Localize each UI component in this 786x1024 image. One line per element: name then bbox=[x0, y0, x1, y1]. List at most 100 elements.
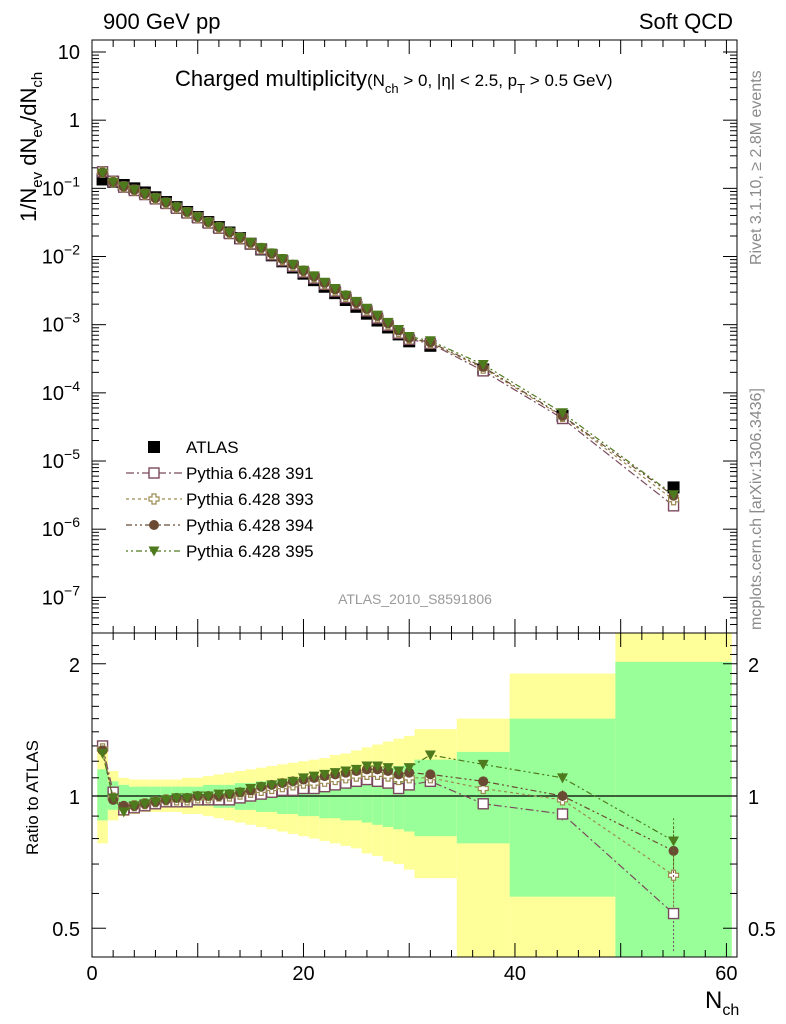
band-inner bbox=[118, 784, 130, 806]
data-point bbox=[287, 259, 299, 270]
band-inner bbox=[287, 779, 299, 814]
band-inner bbox=[139, 786, 151, 804]
band-inner bbox=[403, 764, 415, 832]
ratio-point bbox=[668, 836, 680, 847]
ratio-point bbox=[97, 748, 109, 759]
ratio-point bbox=[329, 768, 341, 779]
band-inner bbox=[340, 774, 352, 821]
data-point bbox=[266, 248, 278, 259]
band-inner bbox=[298, 777, 309, 817]
data-point bbox=[424, 336, 436, 347]
x-axis-title: Nch bbox=[705, 987, 739, 1019]
band-inner bbox=[150, 786, 161, 804]
analysis-tag: ATLAS_2010_S8591806 bbox=[338, 591, 492, 607]
data-point bbox=[382, 317, 394, 328]
ratio-point bbox=[213, 789, 225, 800]
legend-marker-atlas bbox=[148, 441, 160, 453]
mcplots-label: mcplots.cern.ch [arXiv:1306.3436] bbox=[748, 388, 765, 630]
data-point bbox=[234, 233, 246, 244]
ratio-point bbox=[171, 793, 183, 804]
band-inner bbox=[393, 766, 404, 830]
data-point bbox=[223, 227, 235, 238]
ratio-point bbox=[202, 791, 214, 802]
ratio-point bbox=[297, 773, 309, 784]
band-inner bbox=[509, 718, 616, 897]
legend: ATLAS Pythia 6.428 391 Pythia 6.428 393 Pyt… bbox=[126, 438, 314, 561]
plot-title: Charged multiplicity(Nch > 0, |η| < 2.5,… bbox=[175, 66, 613, 96]
data-point bbox=[128, 185, 140, 196]
ratio-point bbox=[425, 769, 436, 780]
ratio-point bbox=[477, 782, 489, 795]
ratio-frame bbox=[91, 632, 738, 958]
x-tick-label: 0 bbox=[86, 963, 97, 985]
ratio-point bbox=[319, 769, 331, 780]
ratio-point bbox=[667, 907, 680, 920]
ratio-tick-label-left: 0.5 bbox=[52, 919, 80, 941]
band-inner bbox=[382, 767, 394, 827]
data-point bbox=[361, 303, 373, 314]
ratio-tick-label-right: 0.5 bbox=[748, 919, 776, 941]
y-tick-label: 10−3 bbox=[42, 310, 80, 337]
data-point bbox=[308, 271, 320, 282]
legend-marker bbox=[148, 546, 160, 557]
ratio-point bbox=[266, 780, 278, 791]
ratio-point bbox=[350, 764, 362, 775]
legend-marker bbox=[148, 493, 160, 505]
ratio-point bbox=[557, 790, 568, 801]
data-point bbox=[139, 189, 151, 200]
data-point bbox=[107, 177, 119, 188]
ratio-point bbox=[181, 793, 193, 804]
data-point bbox=[393, 324, 405, 335]
ratio-line bbox=[101, 753, 674, 842]
ratio-point bbox=[371, 761, 383, 772]
ratio-axis-title: Ratio to ATLAS bbox=[23, 740, 42, 855]
axes-frame: 0 20 40 60 10 1 10−1 10−2 10−3 10−4 10−5 10−6 10−7 0.… bbox=[42, 39, 776, 985]
data-point bbox=[329, 283, 341, 294]
legend-label: Pythia 6.428 395 bbox=[186, 542, 314, 561]
ratio-point bbox=[340, 766, 352, 777]
ratio-point bbox=[245, 784, 257, 795]
ratio-point bbox=[477, 798, 489, 810]
data-point bbox=[340, 290, 352, 301]
legend-label: ATLAS bbox=[186, 438, 239, 457]
data-point bbox=[350, 296, 362, 307]
rivet-label: Rivet 3.1.10, ≥ 2.8M events bbox=[748, 70, 765, 265]
data-point bbox=[297, 265, 309, 276]
y-tick-label: 1 bbox=[69, 110, 80, 132]
ratio-point bbox=[308, 771, 320, 782]
x-tick-label: 40 bbox=[504, 963, 526, 985]
ratio-point bbox=[107, 793, 119, 804]
x-tick-label: 60 bbox=[715, 963, 737, 985]
data-point bbox=[118, 181, 130, 192]
data-point bbox=[213, 222, 225, 233]
data-point bbox=[255, 243, 267, 254]
band-inner bbox=[361, 771, 373, 823]
ratio-panel-series bbox=[96, 740, 680, 953]
ratio-point bbox=[393, 766, 405, 777]
data-point bbox=[202, 217, 214, 228]
data-point bbox=[319, 277, 331, 288]
ratio-point bbox=[149, 797, 161, 808]
data-point bbox=[557, 408, 569, 419]
ratio-point bbox=[234, 787, 246, 798]
ratio-point bbox=[128, 801, 140, 812]
ratio-point bbox=[139, 799, 151, 810]
legend-marker bbox=[149, 520, 159, 530]
ratio-point bbox=[478, 776, 489, 787]
data-point bbox=[276, 254, 288, 265]
header-right: Soft QCD bbox=[639, 9, 733, 34]
data-point bbox=[97, 168, 109, 179]
x-tick-label: 20 bbox=[292, 963, 314, 985]
data-point bbox=[403, 332, 415, 343]
data-point bbox=[371, 310, 383, 321]
ratio-point bbox=[477, 759, 489, 770]
ratio-point bbox=[361, 761, 373, 772]
band-inner bbox=[615, 661, 732, 957]
ratio-point bbox=[255, 782, 267, 793]
y-tick-label: 10−5 bbox=[42, 446, 80, 473]
ratio-point bbox=[424, 750, 436, 761]
band-inner bbox=[372, 769, 383, 825]
y-tick-label: 10−6 bbox=[42, 514, 80, 541]
y-tick-label: 10 bbox=[58, 42, 80, 64]
